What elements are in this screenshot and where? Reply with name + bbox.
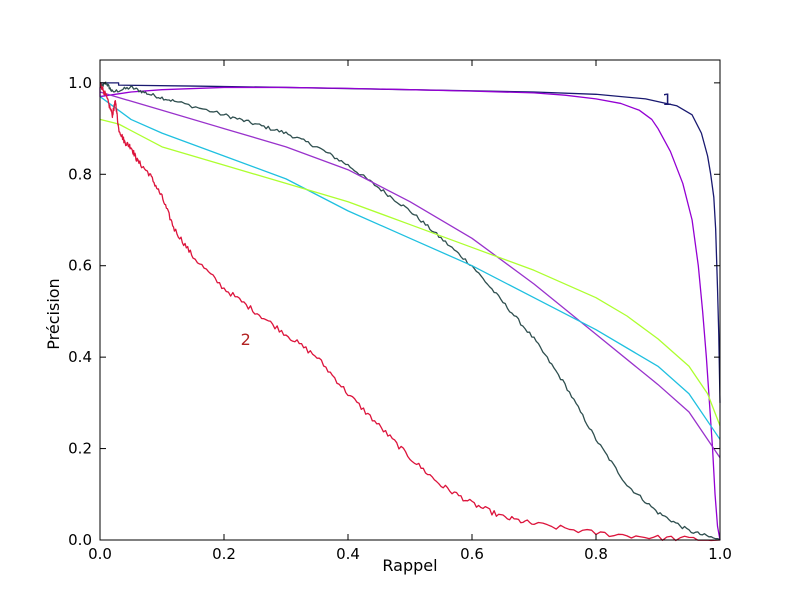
y-tick-label: 0.0 [68, 531, 92, 549]
curve-annotation-1: 1 [662, 90, 672, 109]
plot-area [100, 60, 720, 540]
y-tick-label: 1.0 [68, 74, 92, 92]
series-layer [99, 81, 721, 542]
y-tick-label: 0.4 [68, 348, 92, 366]
series-line-7 [99, 81, 721, 542]
tick-layer: 0.0 0.2 0.4 0.6 0.8 1.0 0.0 0.2 0.4 0.6 0.8 1.0 [68, 60, 732, 563]
y-tick-label: 0.8 [68, 165, 92, 183]
x-axis-label: Rappel [382, 556, 437, 575]
series-line-3 [99, 81, 721, 541]
series-line-2 [99, 86, 721, 541]
y-axis-label: Précision [44, 278, 63, 349]
x-tick-label: 1.0 [708, 545, 732, 563]
plot-frame [99, 59, 721, 541]
curve-annotation-2: 2 [241, 330, 251, 349]
series-line-6 [99, 118, 721, 426]
y-tick-label: 0.2 [68, 440, 92, 458]
x-tick-label: 0.0 [88, 545, 112, 563]
x-tick-label: 0.6 [460, 545, 484, 563]
x-tick-label: 0.8 [584, 545, 608, 563]
x-tick-label: 0.4 [336, 545, 360, 563]
x-tick-label: 0.2 [212, 545, 236, 563]
series-line-4 [99, 91, 721, 459]
series-line-1 [100, 82, 721, 403]
y-tick-label: 0.6 [68, 257, 92, 275]
annotation-layer: 12 [241, 90, 673, 349]
series-line-5 [99, 96, 721, 440]
